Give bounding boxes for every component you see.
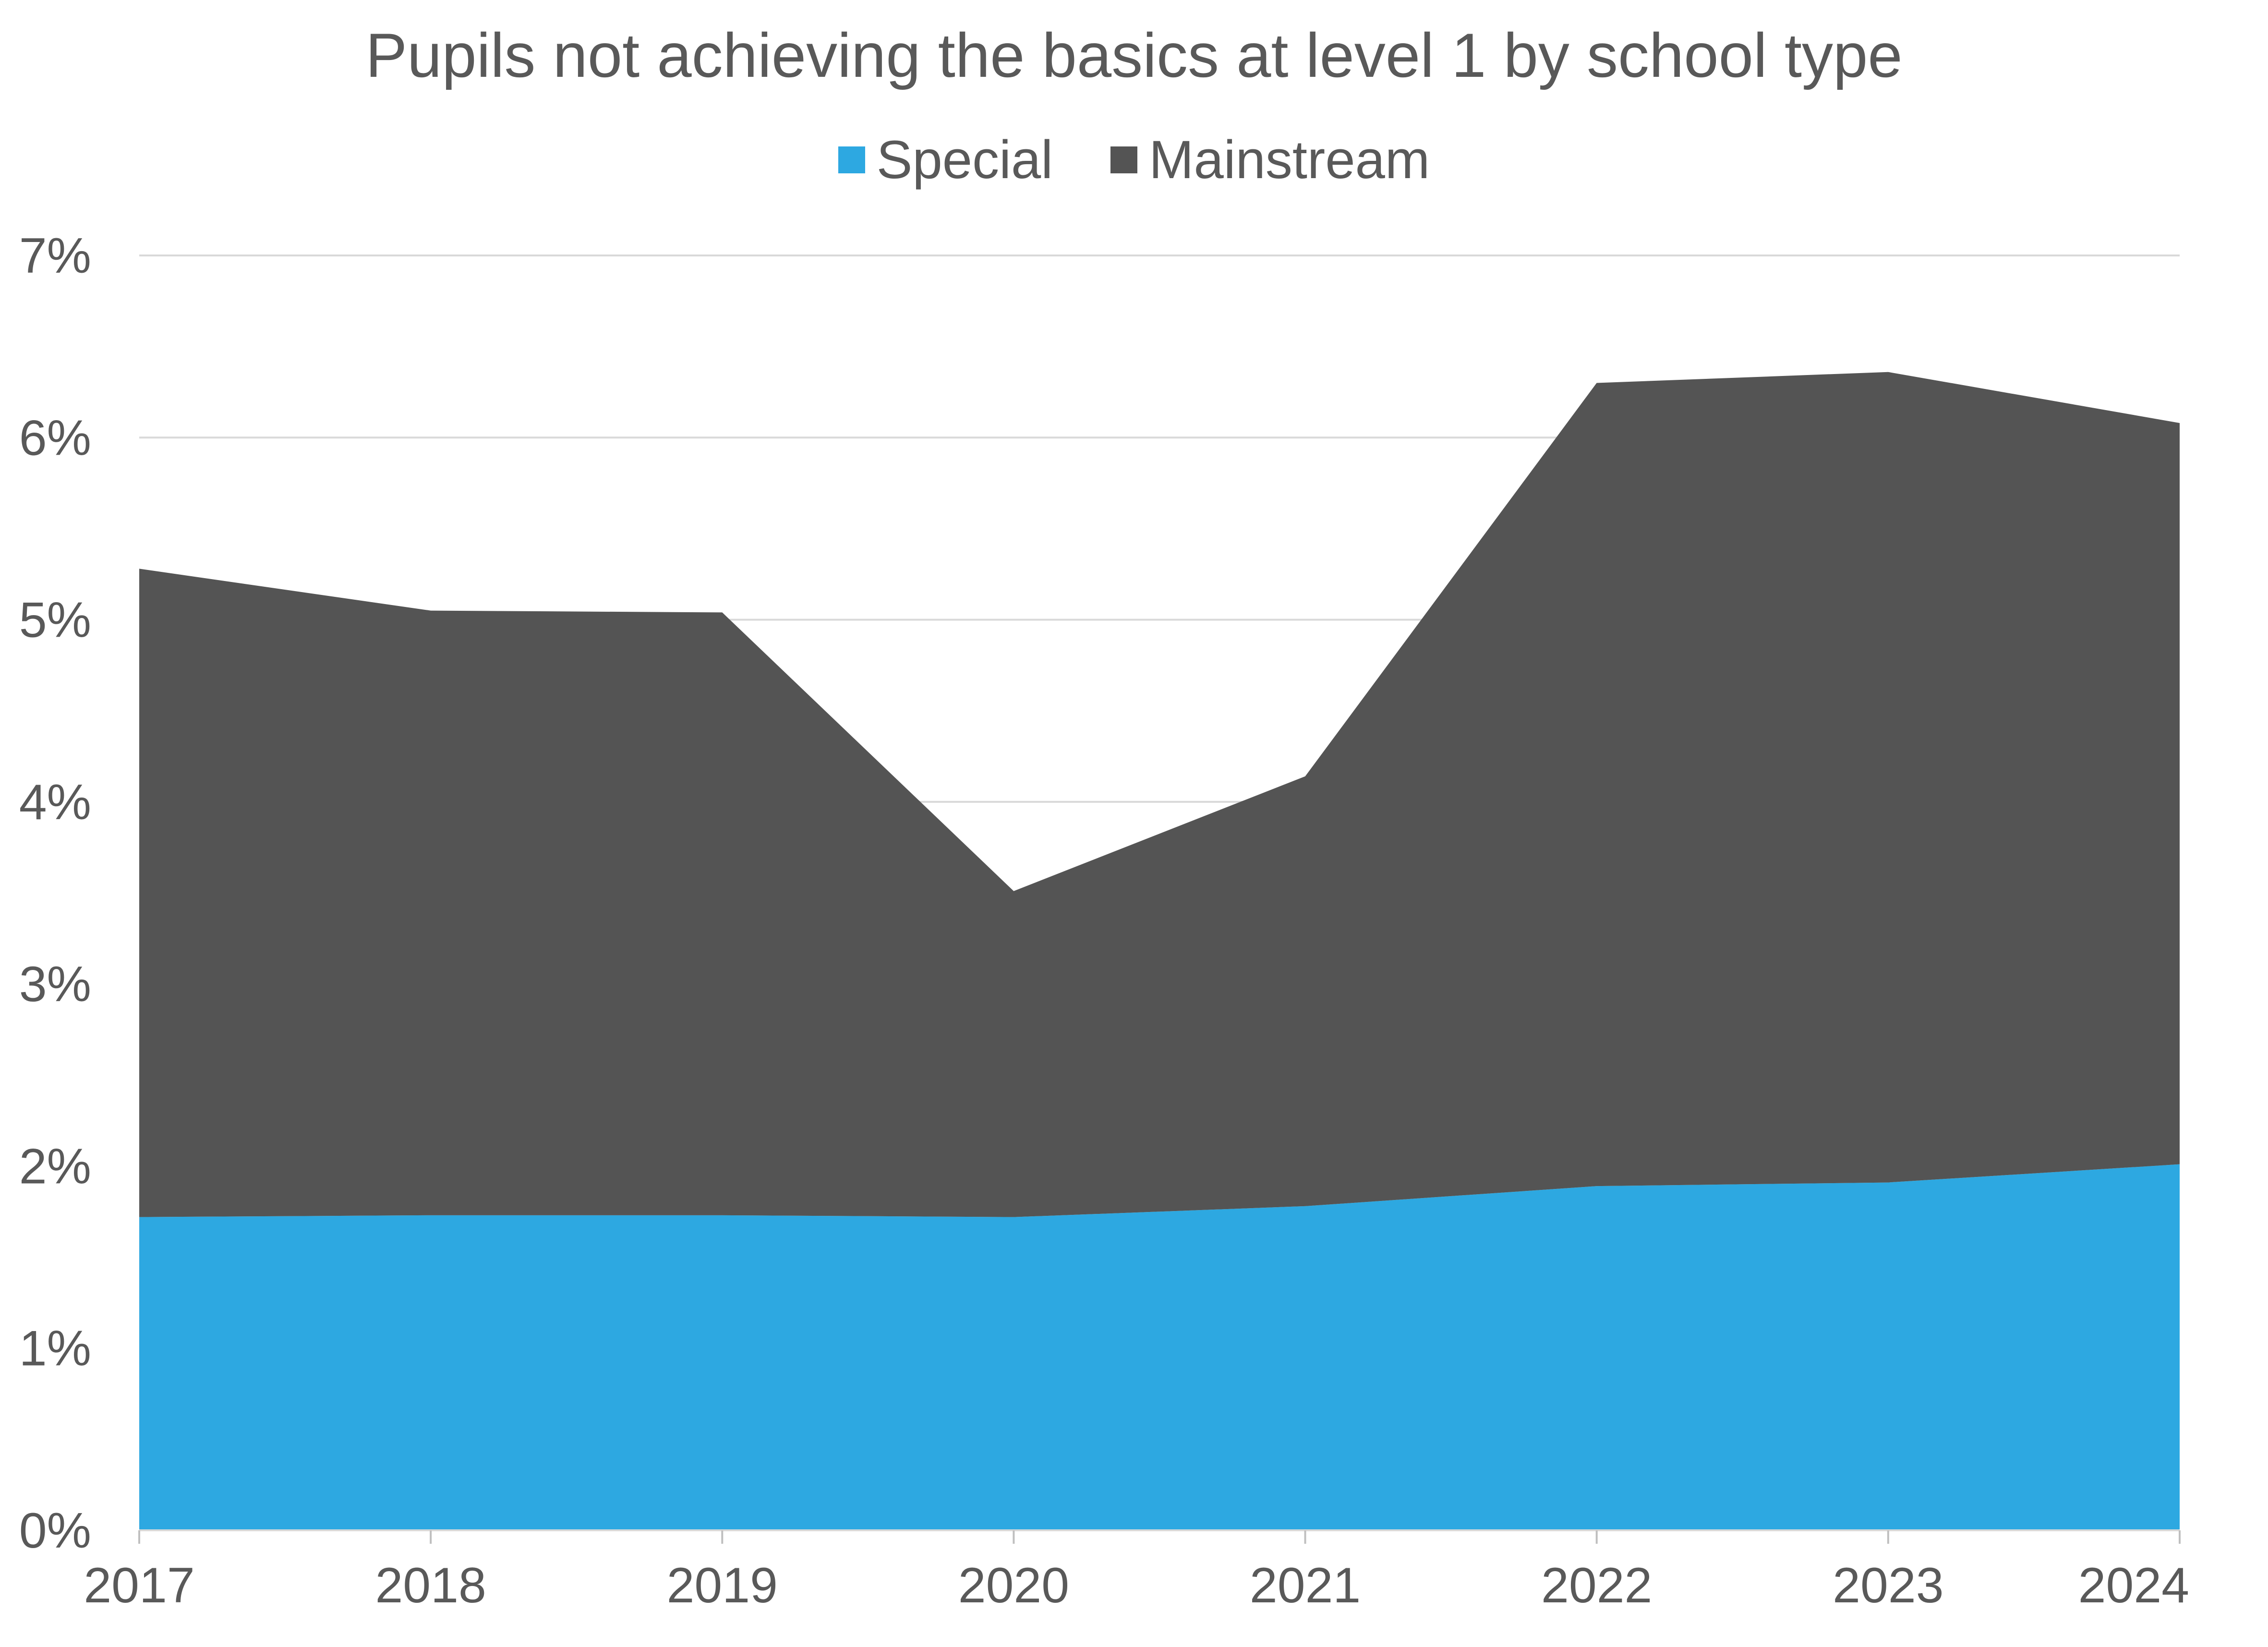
x-tick-label: 2022: [1541, 1558, 1652, 1613]
y-tick-label: 1%: [19, 1321, 91, 1377]
legend-label-special: Special: [876, 130, 1053, 190]
y-tick-label: 3%: [19, 957, 91, 1012]
y-axis: 0% 1% 2% 3% 4% 5% 6% 7%: [19, 228, 91, 1559]
x-tick-label: 2018: [375, 1558, 486, 1613]
x-tick-label: 2021: [1250, 1558, 1361, 1613]
y-tick-label: 7%: [19, 228, 91, 284]
area-series: [139, 372, 2180, 1530]
area-series-special: [139, 1164, 2180, 1530]
x-tick-label: 2017: [84, 1558, 194, 1613]
y-tick-label: 2%: [19, 1138, 91, 1194]
x-axis: 2017 2018 2019 2020 2021 2022 2023 2024: [84, 1529, 2189, 1613]
y-tick-label: 0%: [19, 1503, 91, 1559]
legend: Special Mainstream: [0, 129, 2268, 191]
legend-item-special: Special: [838, 129, 1053, 191]
legend-swatch-mainstream: [1110, 146, 1138, 173]
y-tick-label: 6%: [19, 410, 91, 466]
y-tick-label: 5%: [19, 593, 91, 648]
x-tick-label: 2019: [667, 1558, 778, 1613]
chart-title: Pupils not achieving the basics at level…: [365, 20, 1903, 90]
area-series-mainstream: [139, 372, 2180, 1217]
x-tick-label: 2020: [958, 1558, 1069, 1613]
legend-swatch-special: [838, 146, 865, 173]
x-tick-label: 2023: [1833, 1558, 1943, 1613]
y-tick-label: 4%: [19, 775, 91, 830]
legend-item-mainstream: Mainstream: [1110, 129, 1430, 191]
x-tick-label: 2024: [2078, 1558, 2189, 1613]
legend-label-mainstream: Mainstream: [1149, 130, 1430, 190]
